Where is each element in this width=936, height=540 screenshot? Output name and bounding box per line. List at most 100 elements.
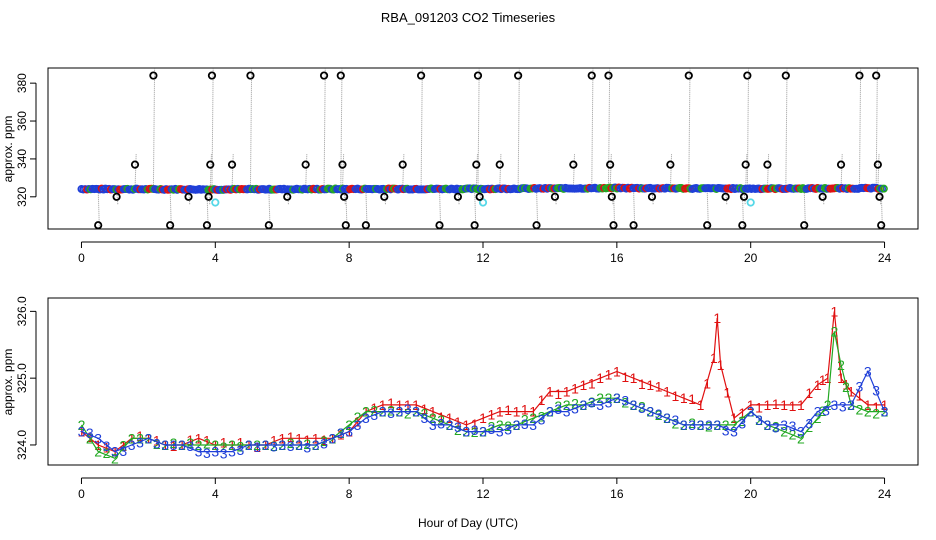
- spike-trace: [134, 153, 137, 190]
- series-point-2: 2: [487, 419, 495, 435]
- series-point-2: 2: [805, 419, 813, 435]
- y-tick-label: 360: [15, 111, 29, 131]
- series-point-3: 3: [546, 404, 554, 420]
- series-point-1: 1: [354, 413, 362, 429]
- series-point-1: 1: [613, 363, 621, 379]
- spike-trace: [877, 153, 880, 190]
- spike-point: [398, 160, 407, 169]
- spike-trace: [97, 189, 100, 230]
- series-point-3: 3: [805, 416, 813, 432]
- series-point-1: 1: [646, 377, 654, 393]
- series-point-1: 1: [814, 377, 822, 393]
- panel-bottom: 1 11 1 1 1 1 1 1 1 1 1 1 1 1 1 1 1 1 1 1 1 1 1 1 1 1 1 1 1 1 1 111 1 1 1 1 1…: [1, 296, 919, 530]
- series-point-1: 1: [203, 432, 211, 448]
- flag-point: [478, 198, 488, 207]
- series-point-2: 2: [454, 422, 462, 438]
- series-line-3: [81, 370, 886, 453]
- series-point-2: 2: [237, 438, 245, 454]
- spike-point: [207, 71, 217, 80]
- series-point-2: 2: [337, 425, 345, 441]
- series-point-3: 3: [362, 410, 370, 426]
- spike-point: [684, 71, 693, 80]
- series-point-2: 2: [864, 404, 872, 420]
- series-point-2: 2: [429, 410, 437, 426]
- spike-point: [416, 71, 426, 80]
- series-point-2: 2: [554, 398, 562, 414]
- series-point-2: 2: [881, 404, 889, 420]
- series-point-2: 2: [345, 417, 353, 433]
- spike-point: [380, 192, 389, 201]
- spike-point: [94, 221, 103, 230]
- series-point-2: 2: [814, 410, 822, 426]
- spike-trace: [688, 67, 691, 190]
- series-point-2: 2: [496, 417, 504, 433]
- series-point-2: 2: [220, 439, 228, 455]
- series-point-3: 3: [638, 400, 646, 416]
- y-tick-label: 380: [15, 73, 29, 93]
- series-point-2: 2: [588, 394, 596, 410]
- x-tick-label: 24: [878, 251, 892, 265]
- panel-top: 0 4 8 12 16 20 24 320 340 360 380 approx. ppm: [1, 67, 919, 265]
- series-point-3: 3: [529, 417, 537, 433]
- series-point-1: 1: [596, 370, 604, 386]
- spike-trace: [345, 189, 348, 230]
- series-point-1: 1: [529, 404, 537, 420]
- series-point-3: 3: [563, 404, 571, 420]
- series-point-3: 3: [370, 407, 378, 423]
- series-point-2: 2: [819, 403, 827, 419]
- series-point-3: 3: [295, 437, 303, 453]
- series-point-2: 2: [128, 430, 136, 446]
- series-point-3: 3: [395, 404, 403, 420]
- series-point-1: 1: [278, 430, 286, 446]
- x-tick-label: 16: [610, 251, 624, 265]
- spike-point: [703, 221, 712, 230]
- spike-point: [340, 192, 349, 201]
- series-point-3: 3: [446, 417, 454, 433]
- spike-point: [606, 160, 615, 169]
- series-point-3: 3: [245, 437, 253, 453]
- series-point-2: 2: [362, 404, 370, 420]
- series-point-3: 3: [437, 415, 445, 431]
- spike-trace: [402, 153, 405, 190]
- series-point-3: 3: [764, 417, 772, 433]
- series-point-3: 3: [688, 417, 696, 433]
- spike-trace: [323, 67, 326, 190]
- spike-point: [206, 160, 215, 169]
- spike-point: [475, 192, 484, 201]
- y-tick-label: 324.0: [15, 430, 29, 460]
- series-point-3: 3: [203, 445, 211, 461]
- spike-point: [629, 221, 638, 230]
- spike-point: [721, 192, 730, 201]
- series-point-3: 3: [663, 410, 671, 426]
- spike-point: [741, 160, 750, 169]
- series-point-1: 1: [837, 370, 845, 386]
- x-tick-label: 4: [212, 251, 219, 265]
- series-point-3: 3: [94, 430, 102, 446]
- series-point-3: 3: [839, 398, 847, 414]
- series-point-3: 3: [170, 437, 178, 453]
- spike-point: [453, 192, 463, 201]
- series-point-3: 3: [571, 400, 579, 416]
- spike-point: [246, 71, 255, 80]
- series-point-3: 3: [613, 390, 621, 406]
- figure-title: RBA_091203 CO2 Timeseries: [381, 10, 556, 25]
- series-point-3: 3: [412, 404, 420, 420]
- series-point-3: 3: [253, 439, 261, 455]
- series-point-1: 1: [94, 437, 102, 453]
- x-axis-label: Hour of Day (UTC): [418, 516, 518, 530]
- spike-trace: [609, 153, 612, 190]
- series-point-3: 3: [588, 394, 596, 410]
- series-point-1: 1: [287, 429, 295, 445]
- series-point-2: 2: [755, 412, 763, 428]
- series-point-1: 1: [412, 397, 420, 413]
- x-tick-label: 0: [78, 251, 85, 265]
- spike-trace: [840, 153, 843, 190]
- series-point-3: 3: [830, 397, 838, 413]
- series-point-3: 3: [772, 419, 780, 435]
- series-point-1: 1: [153, 432, 161, 448]
- series-point-3: 3: [111, 444, 119, 460]
- y-tick-label: 325.0: [15, 363, 29, 393]
- series-point-1: 1: [824, 370, 832, 386]
- series-point-1: 1: [237, 435, 245, 451]
- spike-trace: [231, 153, 234, 190]
